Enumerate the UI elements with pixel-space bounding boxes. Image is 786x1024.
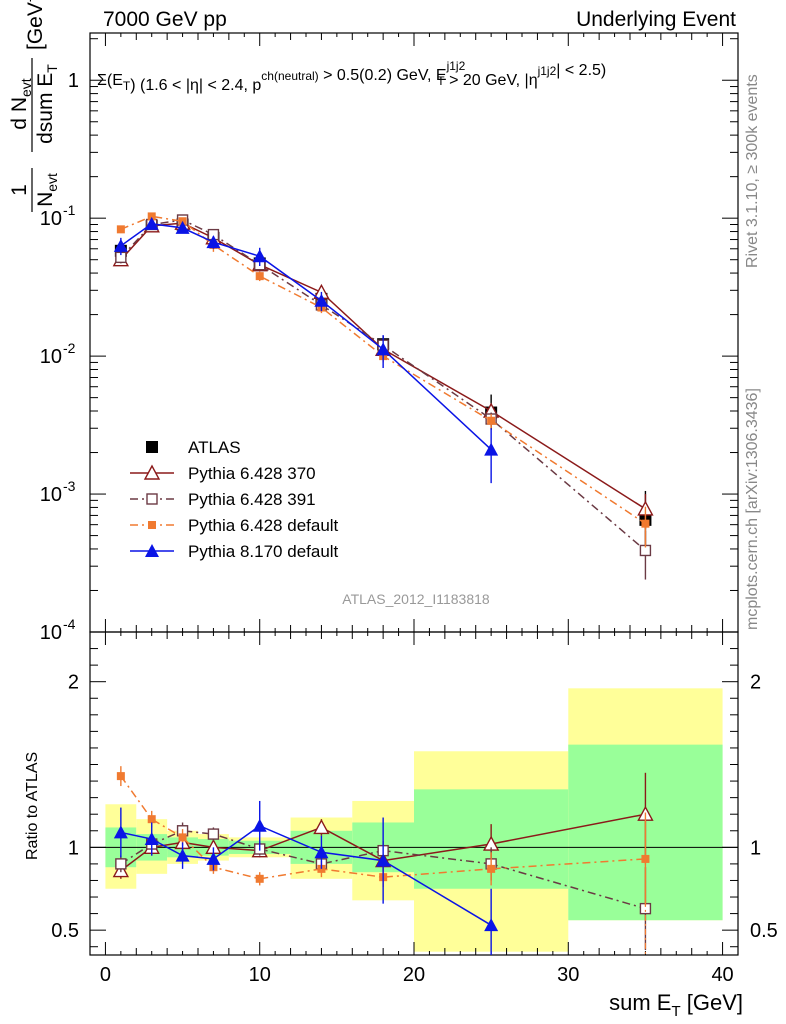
ratio-point-3-0 bbox=[113, 825, 128, 839]
ratio-point-2-7 bbox=[487, 864, 496, 873]
ratio-point-3-7 bbox=[484, 918, 499, 932]
legend-marker-1 bbox=[143, 464, 161, 480]
legend-marker-2 bbox=[146, 493, 158, 505]
point-4-2 bbox=[175, 220, 190, 234]
y-title-one: 1 bbox=[8, 184, 31, 196]
ratio-point-3-2 bbox=[175, 848, 190, 862]
legend-label-4: Pythia 8.170 default bbox=[188, 542, 339, 561]
legend-label-0: ATLAS bbox=[188, 438, 241, 457]
point-4-0 bbox=[113, 238, 128, 252]
analysis-label: ATLAS_2012_I1183818 bbox=[342, 591, 490, 607]
point-3-1 bbox=[147, 212, 156, 221]
point-4-7 bbox=[484, 442, 499, 456]
point-4-5 bbox=[314, 293, 329, 307]
series-line-4 bbox=[120, 223, 492, 451]
ratio-tick-label-right-1: 1 bbox=[750, 837, 761, 859]
legend-item-1: Pythia 6.428 370 bbox=[130, 464, 316, 483]
ratio-tick-label-right-0.5: 0.5 bbox=[750, 920, 778, 942]
ratio-point-2-0 bbox=[116, 772, 125, 781]
y-tick-label-exp: -3 bbox=[63, 478, 76, 494]
x-tick-label-30: 30 bbox=[557, 964, 579, 986]
y-tick-label-4: 1 bbox=[68, 70, 79, 92]
ratio-point-0-5 bbox=[313, 818, 330, 835]
point-4-4 bbox=[252, 249, 267, 263]
legend-item-0: ATLAS bbox=[146, 438, 241, 457]
y-tick-label-1: 10 -3 bbox=[40, 478, 76, 506]
ratio-point-3-5 bbox=[314, 845, 329, 859]
legend-label-2: Pythia 6.428 391 bbox=[188, 490, 316, 509]
y-title-nevt: Nevt bbox=[34, 173, 60, 207]
y-tick-label-2: 10 -2 bbox=[40, 340, 76, 368]
x-tick-label-10: 10 bbox=[249, 964, 271, 986]
point-3-4 bbox=[255, 272, 264, 281]
point-4-6 bbox=[376, 342, 391, 356]
legend-item-3: Pythia 6.428 default bbox=[130, 516, 339, 535]
ratio-tick-label-0.5: 0.5 bbox=[51, 920, 79, 942]
y-tick-label-0: 10 -4 bbox=[40, 616, 76, 644]
legend-marker-3 bbox=[148, 521, 156, 529]
x-tick-label-20: 20 bbox=[403, 964, 425, 986]
ratio-point-2-4 bbox=[255, 874, 264, 883]
legend-label-1: Pythia 6.428 370 bbox=[188, 464, 316, 483]
y-tick-label-base: 10 bbox=[40, 622, 62, 644]
y-tick-label-base: 10 bbox=[40, 346, 62, 368]
y-tick-label-exp: -4 bbox=[63, 616, 76, 632]
header-right: Underlying Event bbox=[576, 8, 736, 31]
y-title-dsum: dsum ET bbox=[34, 64, 60, 144]
y-title-unit: [GeV-1] bbox=[21, 0, 47, 50]
point-3-7 bbox=[487, 416, 496, 425]
y-tick-label-exp: -1 bbox=[63, 202, 76, 218]
x-tick-label-0: 0 bbox=[100, 964, 111, 986]
ratio-point-2-2 bbox=[178, 833, 187, 842]
ratio-tick-label-1: 1 bbox=[68, 837, 79, 859]
ratio-point-3-6 bbox=[376, 853, 391, 867]
ratio-point-3-4 bbox=[252, 818, 267, 832]
ratio-ylabel: Ratio to ATLAS bbox=[24, 752, 41, 860]
y-title-dN: d Nevt bbox=[8, 78, 34, 129]
point-4-1 bbox=[144, 216, 159, 230]
x-axis-title: sum ET [GeV] bbox=[609, 990, 743, 1020]
ratio-point-1-0 bbox=[115, 858, 127, 870]
ratio-point-2-1 bbox=[147, 815, 156, 824]
legend-item-2: Pythia 6.428 391 bbox=[130, 490, 316, 509]
x-tick-label-40: 40 bbox=[711, 964, 733, 986]
ratio-tick-label-right-2: 2 bbox=[750, 672, 761, 694]
legend-marker-4 bbox=[145, 544, 159, 557]
ratio-point-3-1 bbox=[144, 832, 159, 846]
point-3-8 bbox=[641, 519, 650, 528]
cuts-label: Σ(ET) (1.6 < |η| < 2.4, pch(neutral) > 0… bbox=[97, 59, 606, 94]
point-3-0 bbox=[116, 225, 125, 234]
ratio-axis-title: Ratio to ATLAS bbox=[24, 752, 41, 860]
ratio-tick-label-2: 2 bbox=[68, 672, 79, 694]
y-tick-label-base: 10 bbox=[40, 208, 62, 230]
y-tick-label-exp: -2 bbox=[63, 340, 76, 356]
header-left: 7000 GeV pp bbox=[103, 8, 227, 31]
point-4-3 bbox=[206, 235, 221, 249]
y-tick-label-3: 10 -1 bbox=[40, 202, 76, 230]
y-tick-label-text: 1 bbox=[68, 70, 79, 92]
legend-marker-0 bbox=[146, 441, 158, 453]
ratio-point-1-3 bbox=[207, 828, 220, 840]
legend-item-4: Pythia 8.170 default bbox=[130, 542, 339, 561]
legend-label-3: Pythia 6.428 default bbox=[188, 516, 339, 535]
ratio-point-3-3 bbox=[206, 851, 221, 865]
series-line-3 bbox=[120, 215, 646, 525]
y-tick-label-base: 10 bbox=[40, 484, 62, 506]
